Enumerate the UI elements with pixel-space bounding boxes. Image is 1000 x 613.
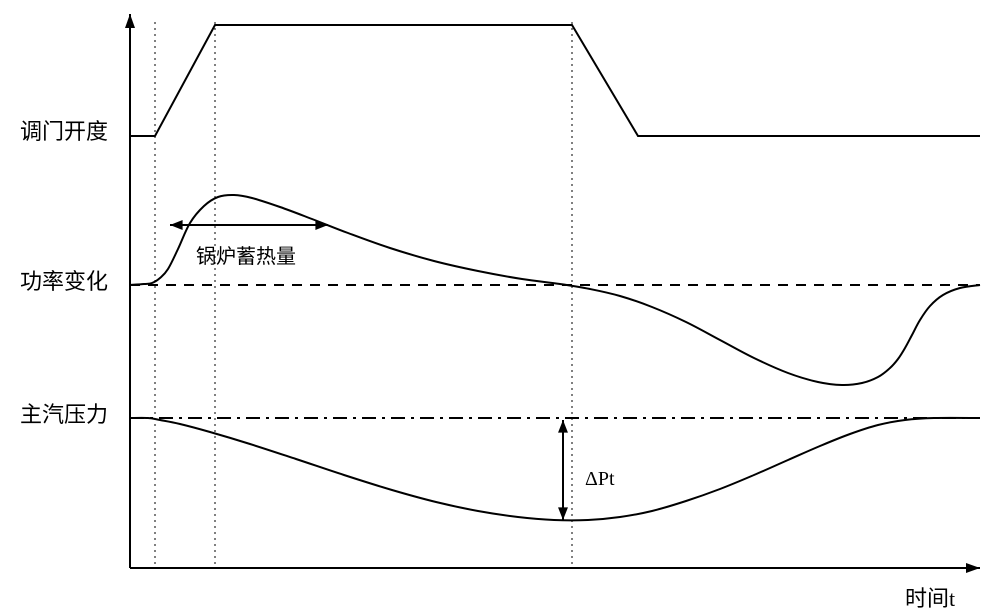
ylabel-press: 主汽压力 [20, 397, 108, 429]
ylabel-valve: 调门开度 [20, 114, 108, 146]
annotation-heat: 锅炉蓄热量 [196, 240, 296, 269]
xlabel-time: 时间t [905, 581, 955, 613]
figure: 调门开度 功率变化 主汽压力 时间t 锅炉蓄热量 ΔPt [0, 0, 1000, 609]
ylabel-power: 功率变化 [20, 264, 108, 296]
annotation-dp: ΔPt [585, 468, 615, 491]
